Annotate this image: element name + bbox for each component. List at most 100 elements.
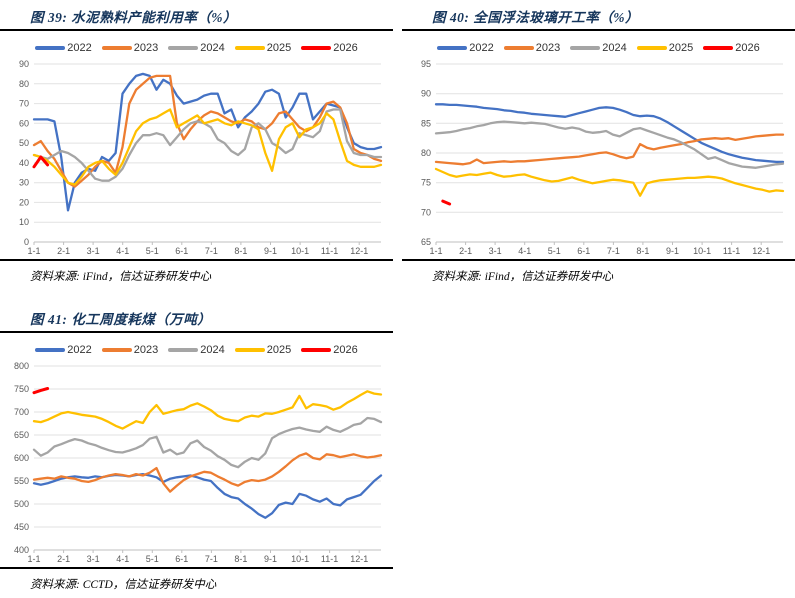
series-line-2022: [32, 72, 383, 212]
legend-label-2026: 2026: [735, 42, 760, 54]
y-tick-label: 500: [14, 499, 29, 509]
legend-item-2025: 2025: [636, 42, 694, 54]
legend-swatch-2025: [234, 348, 265, 352]
legend-label-2022: 2022: [469, 42, 494, 54]
figure-39-title: 图 39: 水泥熟料产能利用率（%）: [30, 10, 237, 25]
legend-label-2022: 2022: [67, 42, 92, 54]
x-tick-label: 1-1: [27, 246, 40, 256]
x-tick-label: 9-1: [666, 246, 679, 256]
legend-swatch-2025: [234, 46, 265, 50]
x-tick-label: 7-1: [205, 554, 218, 564]
x-tick-label: 5-1: [146, 554, 159, 564]
x-tick-label: 6-1: [175, 554, 188, 564]
y-tick-label: 0: [24, 237, 29, 247]
figure-41-source: 资料来源: CCTD，信达证券研发中心: [30, 579, 217, 591]
x-tick-label: 6-1: [577, 246, 590, 256]
y-tick-label: 550: [14, 476, 29, 486]
series-line-2024: [32, 416, 383, 469]
legend-label-2025: 2025: [668, 42, 694, 54]
legend-item-2026: 2026: [301, 344, 358, 356]
legend-swatch-2026: [301, 348, 332, 352]
legend-label-2022: 2022: [67, 344, 92, 356]
y-tick-label: 800: [14, 361, 29, 371]
legend-label-2024: 2024: [602, 42, 627, 54]
legend-swatch-2022: [35, 46, 66, 50]
y-tick-label: 650: [14, 430, 29, 440]
series-line-2026: [32, 387, 50, 395]
x-tick-label: 4-1: [116, 246, 129, 256]
figure-40-title-rule: [402, 29, 795, 31]
series-line-2025: [32, 390, 383, 430]
legend-item-2023: 2023: [503, 42, 560, 54]
y-tick-label: 60: [19, 118, 29, 128]
x-tick-label: 2-1: [459, 246, 472, 256]
y-tick-label: 450: [14, 522, 29, 532]
legend-swatch-2024: [168, 46, 199, 50]
legend-swatch-2025: [636, 46, 667, 50]
legend-item-2026: 2026: [301, 42, 358, 54]
figure-40-title: 图 40: 全国浮法玻璃开工率（%）: [432, 10, 639, 25]
legend-label-2023: 2023: [133, 344, 159, 356]
legend-swatch-2026: [301, 46, 332, 50]
y-tick-label: 10: [19, 217, 29, 227]
x-tick-label: 11-1: [321, 554, 338, 564]
y-tick-label: 90: [421, 89, 431, 99]
y-tick-label: 50: [19, 138, 29, 148]
legend-swatch-2023: [101, 46, 132, 50]
figure-41-title: 图 41: 化工周度耗煤（万吨）: [30, 312, 212, 327]
legend-item-2022: 2022: [35, 42, 92, 54]
legend-label-2025: 2025: [266, 42, 292, 54]
x-tick-label: 11-1: [723, 246, 740, 256]
x-tick-label: 1-1: [27, 554, 40, 564]
series-line-2023: [32, 74, 383, 188]
y-tick-label: 600: [14, 453, 29, 463]
x-tick-label: 7-1: [205, 246, 218, 256]
figure-41-legend: 2022 2023 2024 2025 2026: [0, 333, 393, 359]
y-tick-label: 80: [421, 148, 431, 158]
figure-41-bottom-rule: [0, 567, 393, 569]
legend-item-2022: 2022: [437, 42, 494, 54]
series-line-2026: [32, 155, 50, 169]
series-line-2024: [32, 108, 383, 182]
x-tick-label: 7-1: [607, 246, 620, 256]
x-tick-label: 6-1: [175, 246, 188, 256]
legend-label-2025: 2025: [266, 344, 292, 356]
y-tick-label: 85: [421, 118, 431, 128]
x-tick-label: 10-1: [291, 554, 309, 564]
series-line-2025: [32, 108, 383, 186]
x-tick-label: 12-1: [350, 246, 368, 256]
figure-40-bottom-rule: [402, 259, 795, 261]
x-tick-label: 8-1: [636, 246, 649, 256]
y-tick-label: 90: [19, 59, 29, 69]
x-tick-label: 3-1: [87, 246, 100, 256]
legend-swatch-2023: [503, 46, 534, 50]
legend-swatch-2026: [703, 46, 734, 50]
legend-item-2024: 2024: [168, 344, 225, 356]
y-tick-label: 20: [19, 197, 29, 207]
figure-39-bottom-rule: [0, 259, 393, 261]
x-tick-label: 5-1: [548, 246, 561, 256]
legend-item-2026: 2026: [703, 42, 760, 54]
series-line-2025: [434, 167, 785, 197]
legend-swatch-2022: [437, 46, 468, 50]
figure-39: 图 39: 水泥熟料产能利用率（%） 2022 2023 2024 2025 2026 …: [0, 0, 393, 290]
x-tick-label: 8-1: [234, 554, 247, 564]
figure-40-legend: 2022 2023 2024 2025 2026: [402, 31, 795, 57]
legend-label-2023: 2023: [133, 42, 159, 54]
x-tick-label: 8-1: [234, 246, 247, 256]
x-tick-label: 2-1: [57, 246, 70, 256]
legend-item-2025: 2025: [234, 42, 292, 54]
y-tick-label: 400: [14, 545, 29, 555]
figure-40-source: 资料来源: iFind，信达证券研发中心: [432, 271, 614, 283]
legend-item-2023: 2023: [101, 42, 159, 54]
legend-item-2025: 2025: [234, 344, 292, 356]
y-tick-label: 80: [19, 79, 29, 89]
x-tick-label: 5-1: [146, 246, 159, 256]
legend-swatch-2022: [35, 348, 66, 352]
figure-39-source: 资料来源: iFind，信达证券研发中心: [30, 271, 212, 283]
figure-41-title-rule: [0, 331, 393, 333]
y-tick-label: 70: [19, 99, 29, 109]
legend-item-2024: 2024: [168, 42, 225, 54]
figure-39-legend: 2022 2023 2024 2025 2026: [0, 31, 393, 57]
